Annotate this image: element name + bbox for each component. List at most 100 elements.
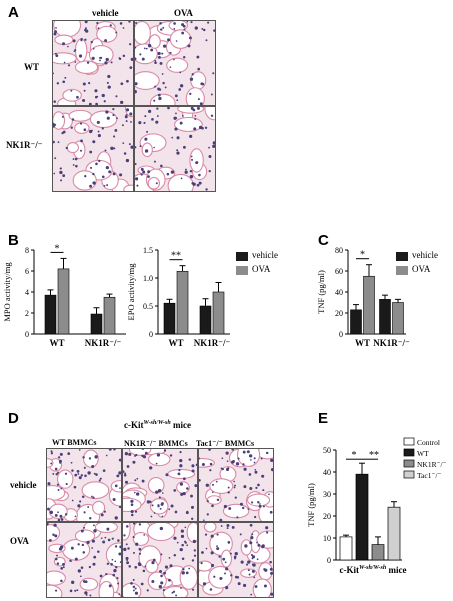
nucleus-dot <box>83 466 86 469</box>
alveolus-shape <box>199 457 215 468</box>
nucleus-dot <box>253 576 256 579</box>
nucleus-dot <box>124 472 127 475</box>
nucleus-dot <box>133 551 135 554</box>
nucleus-dot <box>129 66 133 70</box>
nucleus-dot <box>89 184 93 188</box>
y-tick-label: 6 <box>25 267 29 276</box>
nucleus-dot <box>86 61 90 64</box>
alveolus-shape <box>135 21 151 45</box>
nucleus-dot <box>215 480 218 483</box>
nucleus-dot <box>79 575 82 578</box>
legend-c-label-vehicle: vehicle <box>412 250 438 260</box>
nucleus-dot <box>112 107 115 111</box>
nucleus-dot <box>82 456 85 459</box>
nucleus-dot <box>74 589 77 592</box>
nucleus-dot <box>77 504 81 508</box>
chart-b-mpo: 0 2 4 6 8 MPO activity/mg WT NK1R⁻/⁻ * <box>2 243 126 348</box>
nucleus-dot <box>134 510 138 513</box>
nucleus-dot <box>141 57 145 61</box>
panel-d-row-header-vehicle: vehicle <box>10 480 37 490</box>
nucleus-dot <box>95 102 98 105</box>
nucleus-dot <box>119 561 121 564</box>
nucleus-dot <box>135 57 137 61</box>
nucleus-dot <box>158 55 161 59</box>
nucleus-dot <box>216 545 218 548</box>
nucleus-dot <box>242 450 246 454</box>
bar <box>387 506 401 561</box>
nucleus-dot <box>182 568 185 571</box>
nucleus-dot <box>112 573 116 577</box>
nucleus-dot <box>121 124 124 127</box>
nucleus-dot <box>161 52 164 55</box>
panel-d-col-header-nk1r: NK1R⁻/⁻ BMMCs <box>124 439 188 448</box>
nucleus-dot <box>167 38 171 42</box>
nucleus-dot <box>61 115 64 118</box>
nucleus-dot <box>212 72 215 75</box>
nucleus-dot <box>168 578 171 582</box>
nucleus-dot <box>143 121 146 125</box>
nucleus-dot <box>74 473 78 477</box>
nucleus-dot <box>206 513 209 516</box>
nucleus-dot <box>84 474 87 478</box>
micrograph-d-nk1r-vehicle <box>122 448 198 522</box>
nucleus-dot <box>98 159 101 163</box>
nucleus-dot <box>235 462 240 466</box>
nucleus-dot <box>196 183 200 187</box>
nucleus-dot <box>175 117 178 120</box>
alveolus-shape <box>189 148 204 173</box>
micrograph-d-wt-vehicle <box>46 448 122 522</box>
bar <box>392 302 404 335</box>
panel-d-title: c-KitW-sh/W-sh mice <box>124 420 191 430</box>
nucleus-dot <box>54 52 57 55</box>
nucleus-dot <box>83 89 86 92</box>
alveolus-shape <box>167 173 194 191</box>
nucleus-dot <box>189 92 192 96</box>
nucleus-dot <box>84 21 88 24</box>
nucleus-dot <box>91 56 95 60</box>
nucleus-dot <box>118 458 121 462</box>
nucleus-dot <box>122 142 125 144</box>
nucleus-dot <box>71 118 75 121</box>
nucleus-dot <box>92 47 95 50</box>
nucleus-dot <box>182 492 186 496</box>
nucleus-dot <box>253 461 256 464</box>
nucleus-dot <box>216 547 220 551</box>
panel-a-row-header-nk1r: NK1R⁻/⁻ <box>6 140 43 150</box>
nucleus-dot <box>64 76 67 79</box>
nucleus-dot <box>54 589 58 592</box>
x-tick-label: NK1R⁻/⁻ <box>85 338 122 348</box>
nucleus-dot <box>213 575 216 578</box>
nucleus-dot <box>135 82 138 86</box>
nucleus-dot <box>194 118 197 121</box>
nucleus-dot <box>160 28 163 31</box>
nucleus-dot <box>209 588 213 591</box>
nucleus-dot <box>162 26 165 29</box>
alveolus-shape <box>149 93 176 105</box>
nucleus-dot <box>191 588 195 591</box>
panel-d-col-header-wt: WT BMMCs <box>52 438 97 447</box>
nucleus-dot <box>193 554 197 557</box>
nucleus-dot <box>60 518 64 521</box>
nucleus-dot <box>53 140 55 144</box>
nucleus-dot <box>99 56 103 60</box>
nucleus-dot <box>96 95 99 98</box>
nucleus-dot <box>135 162 137 166</box>
nucleus-dot <box>90 166 93 169</box>
nucleus-dot <box>151 579 155 583</box>
legend-c-swatch-ova <box>396 266 408 275</box>
nucleus-dot <box>104 149 107 152</box>
nucleus-dot <box>102 540 106 544</box>
nucleus-dot <box>116 117 118 120</box>
nucleus-dot <box>252 555 256 559</box>
nucleus-dot <box>175 40 178 42</box>
bar <box>212 291 225 335</box>
nucleus-dot <box>179 459 183 463</box>
alveolus-shape <box>81 481 110 500</box>
nucleus-dot <box>138 523 142 526</box>
nucleus-dot <box>231 449 234 451</box>
nucleus-dot <box>157 93 161 97</box>
nucleus-dot <box>75 164 78 168</box>
chart-c-tnf: 0 20 40 60 80 TNF (pg/ml) WT NK1R⁻/⁻ * <box>318 246 410 348</box>
nucleus-dot <box>193 127 197 131</box>
